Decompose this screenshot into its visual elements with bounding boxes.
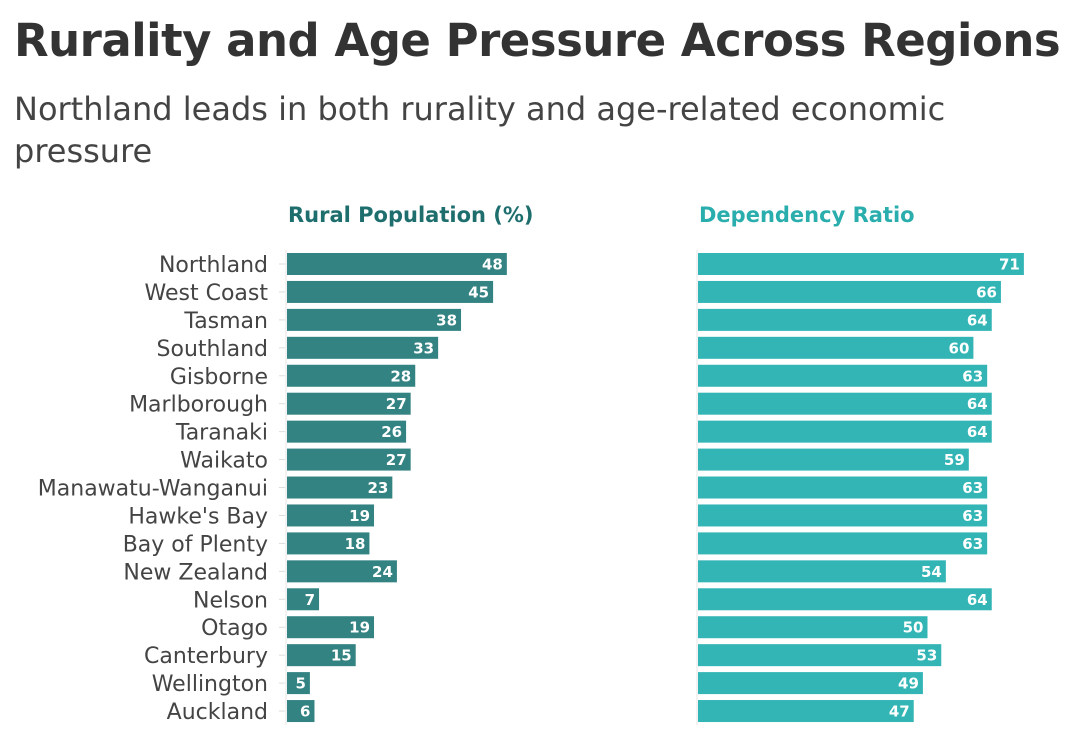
category-label: Gisborne (170, 365, 268, 390)
bar (698, 420, 992, 443)
chart-subtitle: Northland leads in both rurality and age… (14, 90, 946, 170)
panel-title-1: Dependency Ratio (699, 203, 915, 227)
data-label: 54 (921, 563, 942, 581)
category-label: Wellington (152, 672, 268, 697)
data-label: 38 (436, 311, 457, 329)
category-label: Hawke's Bay (128, 504, 268, 529)
bar (287, 364, 416, 387)
bar (698, 504, 988, 527)
bar (698, 672, 923, 695)
bar (698, 700, 914, 723)
data-label: 5 (295, 675, 305, 693)
bar (287, 616, 375, 639)
category-label: Bay of Plenty (123, 532, 268, 557)
category-label: Southland (157, 337, 268, 362)
bar (287, 588, 320, 611)
data-label: 71 (999, 256, 1020, 274)
bar (698, 448, 969, 471)
data-label: 48 (482, 256, 503, 274)
data-label: 63 (962, 535, 983, 553)
data-label: 49 (898, 675, 919, 693)
chart-title: Rurality and Age Pressure Across Regions (14, 14, 1061, 67)
bar (698, 644, 942, 667)
bar (287, 392, 411, 415)
bar (698, 532, 988, 555)
data-label: 45 (468, 283, 489, 301)
data-label: 26 (381, 423, 402, 441)
bar (698, 364, 988, 387)
category-label: Waikato (180, 449, 268, 474)
data-label: 63 (962, 367, 983, 385)
bar (698, 253, 1024, 275)
data-label: 64 (967, 591, 988, 609)
bar (287, 672, 310, 695)
data-label: 19 (349, 619, 370, 637)
data-label: 15 (331, 647, 352, 665)
bar (698, 392, 992, 415)
category-label: Marlborough (129, 393, 268, 418)
bar (287, 420, 407, 443)
bar (287, 476, 393, 499)
bar (287, 336, 439, 359)
bar (698, 560, 946, 583)
bar (287, 644, 356, 667)
data-label: 53 (916, 647, 937, 665)
bar (287, 280, 494, 303)
bar (287, 448, 411, 471)
category-label: Manawatu-Wanganui (38, 477, 268, 502)
data-label: 18 (345, 535, 366, 553)
bar (698, 588, 992, 611)
bar (287, 308, 462, 331)
category-label: Canterbury (144, 644, 268, 669)
data-label: 19 (349, 507, 370, 525)
data-label: 64 (967, 311, 988, 329)
data-label: 66 (976, 283, 997, 301)
data-label: 59 (944, 451, 965, 469)
data-label: 28 (390, 367, 411, 385)
panel-title-0: Rural Population (%) (288, 203, 534, 227)
data-label: 27 (386, 395, 407, 413)
bar (287, 253, 507, 275)
category-label: New Zealand (123, 560, 268, 585)
bar (698, 616, 928, 639)
category-label: Auckland (167, 700, 268, 725)
bar (698, 280, 1001, 303)
data-label: 63 (962, 507, 983, 525)
category-label: Otago (201, 616, 268, 641)
bar (287, 700, 315, 723)
data-label: 50 (903, 619, 924, 637)
data-label: 24 (372, 563, 393, 581)
data-label: 64 (967, 395, 988, 413)
data-label: 60 (949, 339, 970, 357)
data-label: 27 (386, 451, 407, 469)
data-label: 47 (889, 703, 910, 721)
category-label: Nelson (193, 588, 268, 613)
bar (287, 560, 397, 583)
data-label: 23 (367, 479, 388, 497)
category-label: Tasman (183, 309, 268, 334)
bar (698, 308, 992, 331)
category-label: West Coast (145, 281, 269, 306)
bar (698, 336, 974, 359)
data-label: 33 (413, 339, 434, 357)
bar (287, 532, 370, 555)
data-label: 7 (305, 591, 315, 609)
bar (698, 476, 988, 499)
bar (287, 504, 375, 527)
data-label: 63 (962, 479, 983, 497)
category-label: Northland (159, 253, 268, 278)
category-label: Taranaki (175, 421, 268, 446)
data-label: 6 (300, 703, 310, 721)
data-label: 64 (967, 423, 988, 441)
